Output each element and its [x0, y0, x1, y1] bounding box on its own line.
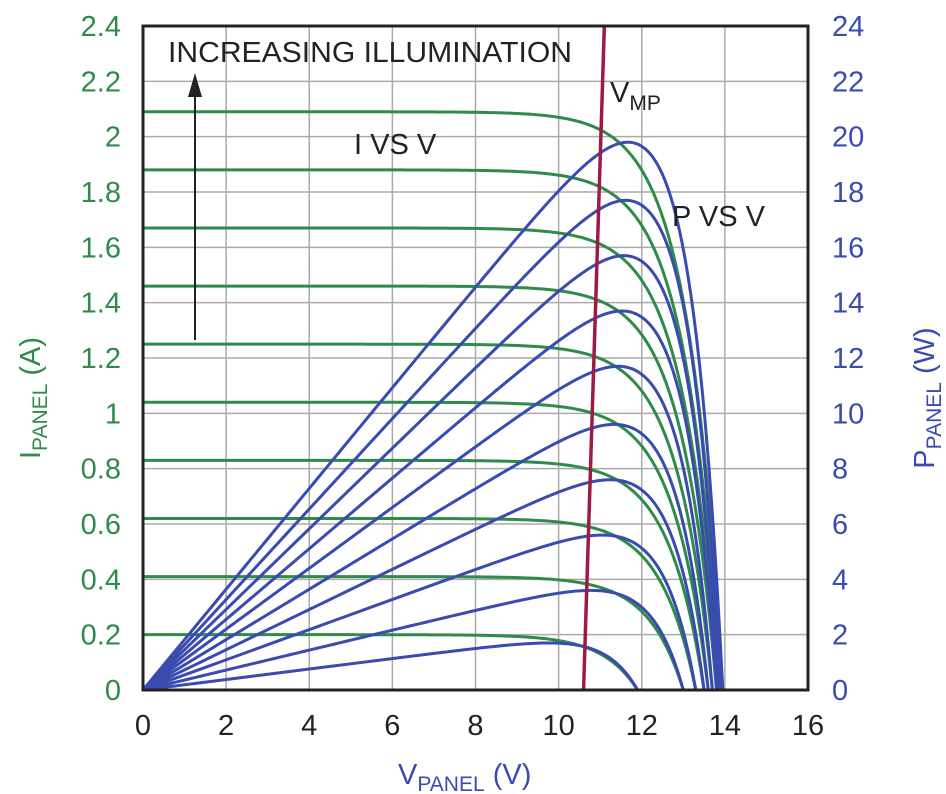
vmp-line — [581, 25, 607, 691]
i-vs-v-curve — [143, 575, 685, 691]
left-tick-label: 1.8 — [81, 177, 121, 209]
right-axis-title-main: P — [909, 449, 941, 468]
right-tick-label: 18 — [832, 177, 864, 209]
p-vs-v-curve — [141, 140, 725, 691]
bottom-tick-label: 12 — [626, 710, 658, 742]
bottom-tick-labels: 0 2 4 6 8 10 12 14 16 — [135, 710, 824, 742]
i-vs-v-curve — [143, 110, 725, 691]
bottom-tick-label: 8 — [467, 710, 483, 742]
left-tick-label: 1 — [105, 398, 121, 430]
left-axis-title-sub: PANEL — [29, 384, 52, 451]
plot-frame — [141, 24, 810, 692]
right-axis-title-sub: PANEL — [923, 382, 946, 449]
i-vs-v-curve — [143, 226, 721, 691]
illumination-arrow — [188, 73, 202, 340]
i-vs-v-curve — [143, 458, 706, 691]
right-axis-title-unit: (W) — [909, 327, 941, 382]
p-vs-v-curves — [141, 140, 725, 692]
left-tick-label: 2 — [105, 122, 121, 154]
i-vs-v-curve — [143, 516, 698, 691]
p-vs-v-curve — [142, 422, 710, 692]
right-tick-label: 0 — [832, 675, 848, 707]
vmp-line-group — [581, 25, 607, 691]
left-tick-label: 0 — [105, 675, 121, 707]
annotation-i-vs-v: I VS V — [354, 129, 437, 161]
i-vs-v-curve — [143, 633, 639, 691]
p-vs-v-curve — [142, 478, 706, 692]
bottom-tick-label: 6 — [384, 710, 400, 742]
x-axis-title-sub: PANEL — [417, 773, 484, 794]
left-tick-label: 0.6 — [81, 509, 121, 541]
bottom-tick-label: 14 — [709, 710, 741, 742]
right-tick-label: 14 — [832, 288, 864, 320]
left-tick-label: 1.4 — [81, 288, 121, 320]
left-tick-label: 0.2 — [81, 620, 121, 652]
left-axis-title: IPANEL (A) — [15, 337, 52, 459]
p-vs-v-curve — [142, 533, 698, 692]
p-vs-v-curve — [142, 588, 685, 692]
left-tick-label: 0.8 — [81, 454, 121, 486]
right-tick-label: 16 — [832, 232, 864, 264]
x-axis-title: VPANEL (V) — [398, 759, 531, 794]
i-vs-v-curve — [143, 168, 723, 691]
right-tick-label: 2 — [832, 620, 848, 652]
right-tick-label: 24 — [832, 11, 864, 43]
i-vs-v-curves — [143, 110, 725, 691]
right-tick-label: 6 — [832, 509, 848, 541]
annotation-vmp: VMP — [610, 77, 661, 115]
left-axis-title-unit: (A) — [15, 337, 47, 384]
right-axis-title: PPANEL (W) — [909, 327, 946, 468]
vmp-label-main: V — [610, 77, 630, 109]
x-axis-title-unit: (V) — [485, 759, 532, 791]
bottom-tick-label: 10 — [542, 710, 574, 742]
right-tick-label: 4 — [832, 564, 848, 596]
right-tick-label: 22 — [832, 66, 864, 98]
x-axis-title-main: V — [398, 759, 418, 791]
left-axis-title-main: I — [15, 451, 47, 459]
bottom-tick-label: 0 — [135, 710, 151, 742]
vmp-label-sub: MP — [629, 92, 661, 115]
left-tick-label: 0.4 — [81, 564, 121, 596]
left-tick-label: 1.2 — [81, 343, 121, 375]
left-tick-label: 2.4 — [81, 11, 121, 43]
right-tick-label: 20 — [832, 122, 864, 154]
right-tick-label: 10 — [832, 398, 864, 430]
p-vs-v-curve — [142, 309, 719, 692]
i-vs-v-curve — [143, 284, 719, 691]
right-tick-label: 12 — [832, 343, 864, 375]
left-tick-label: 2.2 — [81, 66, 121, 98]
right-tick-label: 8 — [832, 454, 848, 486]
bottom-tick-label: 16 — [792, 710, 824, 742]
annotation-increasing-illumination: INCREASING ILLUMINATION — [168, 37, 572, 69]
left-tick-labels: 0 0.2 0.4 0.6 0.8 1 1.2 1.4 1.6 1.8 2 2.2 2.4 — [81, 11, 121, 707]
left-tick-label: 1.6 — [81, 232, 121, 264]
bottom-tick-label: 4 — [301, 710, 317, 742]
bottom-tick-label: 2 — [218, 710, 234, 742]
p-vs-v-curve — [142, 364, 714, 692]
p-vs-v-curve — [141, 254, 721, 692]
annotation-p-vs-v: P VS V — [672, 201, 766, 233]
p-vs-v-curve — [142, 641, 639, 692]
p-vs-v-curve — [141, 198, 723, 692]
i-vs-v-curve — [143, 400, 710, 691]
